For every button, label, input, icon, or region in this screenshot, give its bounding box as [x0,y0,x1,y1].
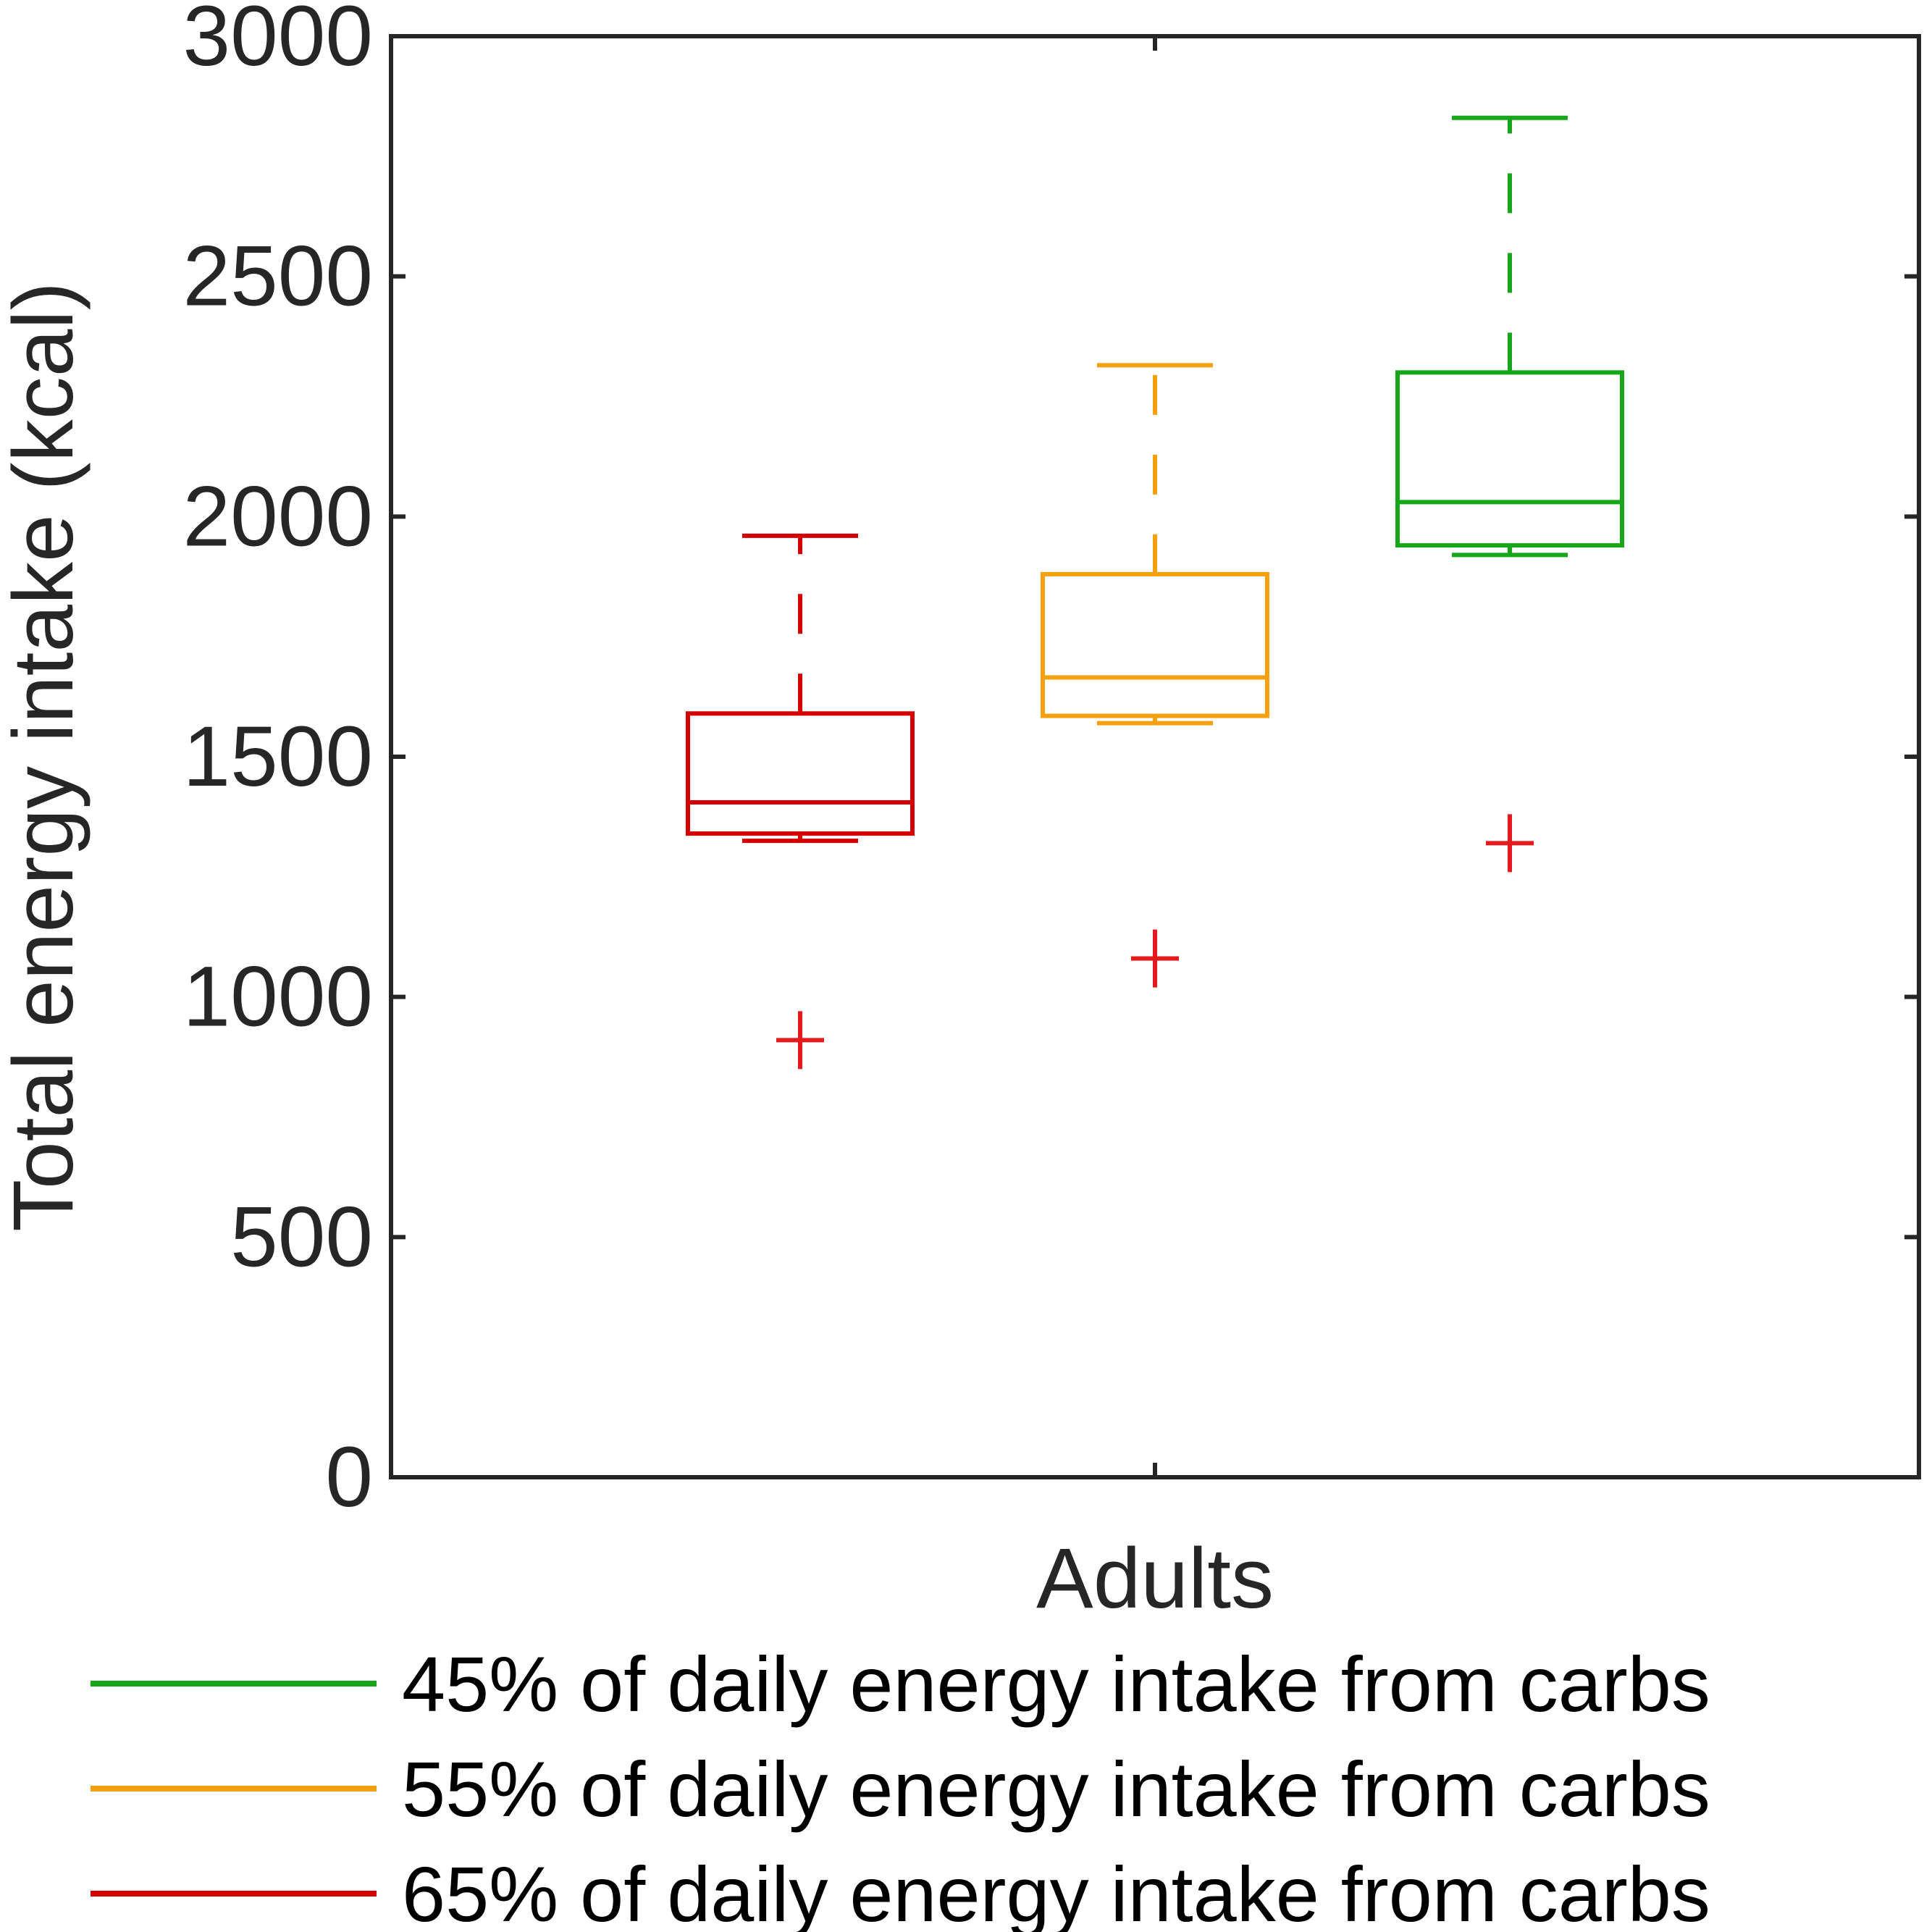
legend-item: 55% of daily energy intake from carbs [91,1745,1710,1833]
legend-item: 65% of daily energy intake from carbs [91,1850,1710,1932]
legend-item: 45% of daily energy intake from carbs [91,1640,1710,1728]
y-tick-label: 1500 [182,709,373,805]
legend-label: 45% of daily energy intake from carbs [402,1640,1710,1728]
plot-frame [389,34,1921,1479]
iqr-box [686,711,915,836]
y-tick-label: 0 [325,1429,373,1525]
legend: 45% of daily energy intake from carbs 55%… [91,1640,1710,1932]
outlier-marker [1131,929,1179,988]
y-axis: 0 500 1000 1500 2000 2500 3000 [182,0,1919,1525]
x-axis: Adults [1036,36,1274,1626]
outlier-marker [1486,814,1534,873]
outlier-marker [776,1011,824,1070]
box-group [1041,363,1269,988]
y-tick-label: 2000 [182,469,373,564]
box-group [1395,115,1624,873]
box-group [686,533,915,1070]
legend-label: 55% of daily energy intake from carbs [402,1745,1710,1833]
iqr-box [1395,370,1624,548]
y-tick-label: 500 [230,1189,373,1285]
y-tick-label: 2500 [182,229,373,324]
y-tick-label: 3000 [182,0,373,84]
x-tick-label: Adults [1036,1531,1274,1626]
legend-label: 65% of daily energy intake from carbs [402,1850,1710,1932]
iqr-box [1041,571,1269,718]
box-series-group [686,115,1624,1070]
y-tick-label: 1000 [182,949,373,1045]
y-axis-title: Total energy intake (kcal) [0,282,91,1232]
